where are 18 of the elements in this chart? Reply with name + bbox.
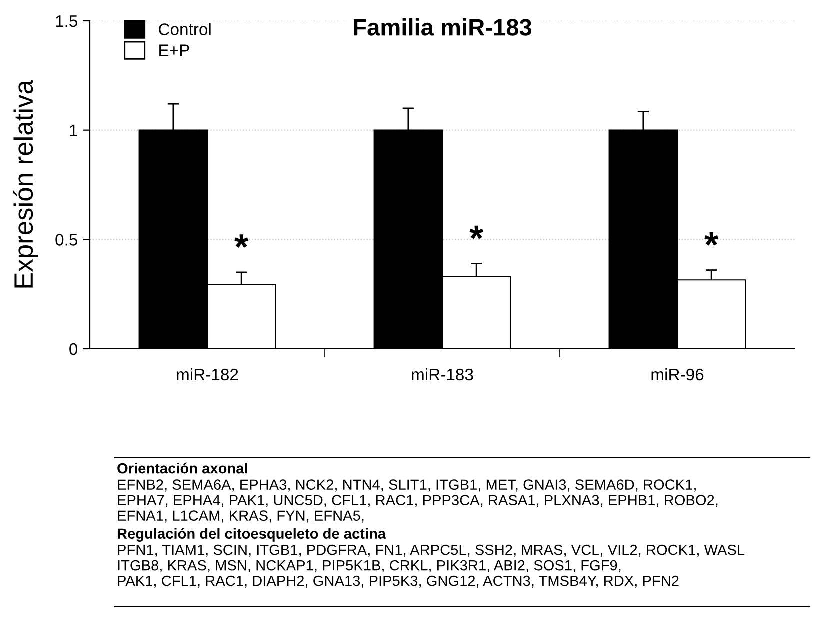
legend-label: E+P [160,44,190,56]
x-tick-label: miR-96 [652,368,704,381]
y-tick-label: 1.5 [56,16,78,28]
annotation: * [234,234,249,248]
annotation: * [470,226,484,240]
legend-label: Control [159,23,211,36]
text: EFNB2, SEMA6A, EPHA3, NCK2, NTN4, SLIT1, ITGB1, MET, GNAI3, SEMA6D, ROCK1, EPHA7, EPHA4, PAK1, UNC5D, CFL1, RAC1, PPP3CA, RASA1, PLXNA3, EPHB1, ROBO2, EFNA1, L1CAM, KRAS, FYN, EFNA5, [118,480,718,523]
x-tick-label: miR-182 [177,368,238,381]
y-tick-label: 1 [70,124,78,136]
text: PFN1, TIAM1, SCIN, ITGB1, PDGFRA, FN1, ARPC5L, SSH2, MRAS, VCL, VIL2, ROCK1, WASL ITGB8, KRAS, MSN, NCKAP1, PIP5K1B, CRKL, PIK3R1, ABI2, SOS1, FGF9, PAK1, CFL1, RAC1, DIAPH2, GNA13, PIP5K3, GNG12, ACTN3, TMSB4Y, RDX, PFN2 [118,544,745,588]
text: Regulación del citoesqueleto de actina [118,528,386,542]
text: Orientación axonal [118,462,248,474]
y-tick-label: 0 [70,343,78,356]
annotation: * [704,232,719,246]
y-tick-label: 0.5 [56,234,78,246]
x-tick-label: miR-183 [412,368,474,381]
chart-title: Familia miR-183 [354,18,532,36]
y-axis-title: Expresión relativa [13,80,38,288]
